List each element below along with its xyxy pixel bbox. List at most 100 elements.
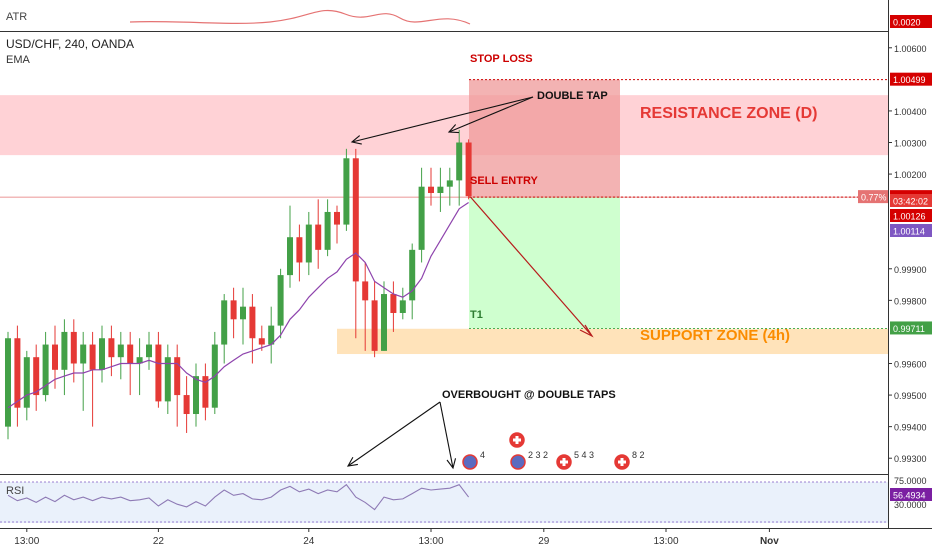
event-count: 5 4 3 [574, 450, 594, 460]
double-tap-text: DOUBLE TAP [537, 90, 608, 102]
stop-loss-text: STOP LOSS [470, 53, 533, 65]
candle-body [324, 211, 331, 250]
rsi-line [7, 483, 470, 511]
event-ch-3: 8 2 [614, 450, 645, 470]
candle-body [155, 344, 162, 402]
sell-arrow-head [579, 324, 594, 338]
candle [52, 325, 58, 389]
candle-body [136, 357, 143, 364]
overbought-arrow-1-head [346, 457, 358, 467]
candle [343, 148, 350, 231]
cross-h [513, 438, 521, 442]
candle [249, 294, 256, 364]
cross-h [560, 460, 568, 464]
double-tap-arrow-1-line [351, 96, 534, 143]
countdown-badge-text: 03:42:02 [893, 197, 928, 207]
candle [446, 167, 453, 206]
candle [164, 344, 171, 415]
last-price-badge: 1.00126 [890, 209, 932, 222]
price-tick-label: 0.99400 [894, 423, 927, 433]
candle [296, 224, 303, 282]
candle-body [287, 237, 293, 276]
candle-body [183, 395, 190, 415]
time-tick-label: 22 [153, 536, 165, 547]
price-tick-label: 1.00300 [894, 139, 927, 149]
rsi-band [0, 482, 888, 523]
overbought-arrow-2-line [439, 401, 454, 469]
candle-body [362, 281, 369, 301]
candles-group [5, 129, 472, 440]
candle-body [146, 344, 152, 358]
price-tick-label: 0.99800 [894, 296, 927, 306]
stop-loss-box [469, 79, 620, 198]
candle-body [305, 224, 312, 263]
candle [258, 325, 265, 351]
rsi-lower-label: 30.0000 [894, 500, 927, 510]
double-tap-arrow-1-head [350, 135, 362, 145]
candle-body [89, 344, 96, 370]
stop-loss-badge-text: 1.00499 [893, 75, 926, 85]
resistance-zone [0, 95, 888, 156]
double-tap-arrow-2-head [447, 124, 460, 134]
event-count: 2 3 2 [528, 450, 548, 460]
price-tick-label: 1.00400 [894, 107, 927, 117]
sell-entry-pct-badge: 0.77% [858, 190, 888, 204]
candle-body [202, 376, 209, 408]
event-count: 4 [480, 450, 485, 460]
rsi-value-badge: 56.4934 [890, 488, 932, 501]
event-ch-2: 5 4 3 [556, 450, 594, 470]
candle [183, 376, 190, 433]
candle-body [371, 300, 378, 351]
candle-body [465, 142, 472, 197]
symbol-title: USD/CHF, 240, OANDA [6, 37, 134, 51]
candle [193, 363, 199, 427]
candle [390, 281, 397, 332]
candle [465, 139, 472, 200]
candle [315, 199, 322, 269]
candle-body [399, 300, 406, 313]
price-tick-label: 0.99900 [894, 265, 927, 275]
sell-entry-pct-badge-text: 0.77% [861, 193, 887, 203]
sell-arrow-line [470, 196, 593, 337]
rsi-value-badge-bg [890, 488, 932, 501]
resistance-zone-text: RESISTANCE ZONE (D) [640, 105, 817, 122]
double-tap-arrow-2-line [448, 96, 534, 133]
candle [428, 167, 434, 206]
target-badge: 0.99711 [890, 321, 932, 335]
candle [80, 331, 87, 411]
candle [456, 129, 463, 206]
stop-loss-badge-bg [890, 72, 932, 86]
candle-body [33, 357, 40, 396]
candle [221, 294, 228, 364]
countdown-badge-bg [890, 194, 932, 207]
candle-body [164, 357, 171, 402]
candle [437, 167, 444, 212]
candle [418, 167, 425, 263]
ema-line [7, 202, 469, 409]
candle-body [390, 294, 397, 313]
candle [240, 287, 246, 345]
target-badge-text: 0.99711 [893, 324, 925, 334]
candle-body [249, 306, 256, 339]
candle-body [437, 186, 444, 194]
candle-body [343, 158, 350, 225]
event-count: 8 2 [632, 450, 645, 460]
ema-value-badge-text: 1.00114 [893, 227, 925, 237]
event-us-2: 2 3 2 [510, 450, 548, 470]
event-ch-1 [509, 432, 525, 448]
rsi-upper-label: 75.0000 [894, 476, 927, 486]
t1-text: T1 [470, 309, 483, 321]
ema-value-badge: 1.00114 [890, 224, 932, 237]
candle [409, 243, 416, 320]
candle-body [221, 300, 228, 345]
candle [211, 331, 218, 415]
us-flag-icon [510, 454, 526, 470]
candle [399, 287, 406, 320]
candle-body [61, 331, 68, 370]
support-zone-text: SUPPORT ZONE (4h) [640, 327, 790, 344]
candle-body [80, 344, 87, 364]
overbought-arrow-1-line [347, 401, 441, 467]
candle [33, 344, 40, 411]
time-tick-label: 29 [538, 536, 550, 547]
